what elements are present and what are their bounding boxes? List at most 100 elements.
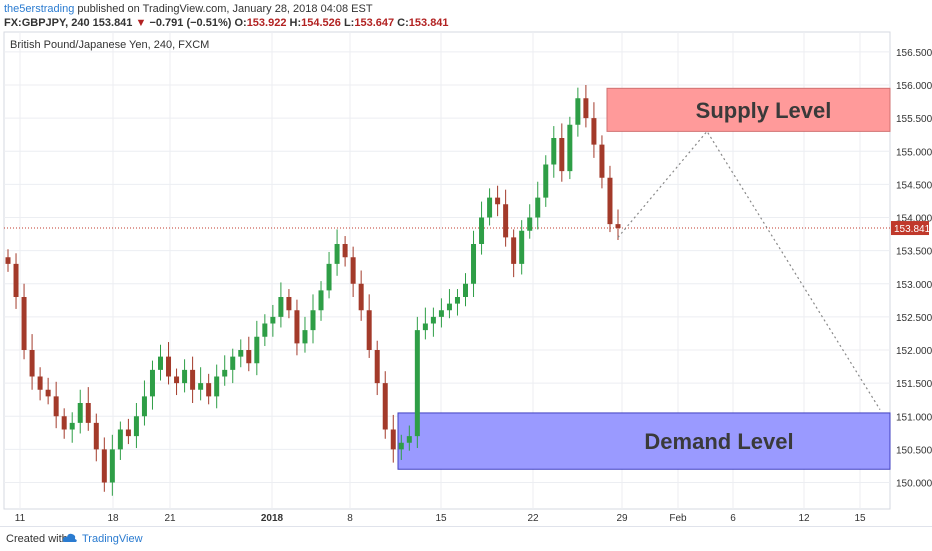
candle-body: [5, 257, 11, 264]
candle-body: [198, 383, 204, 390]
candle-body: [551, 138, 557, 165]
projection-path: [617, 130, 881, 410]
candle-body: [398, 442, 404, 450]
candle-body: [519, 230, 525, 264]
x-tick-label: 6: [730, 513, 736, 524]
y-tick-label: 152.500: [896, 313, 932, 324]
change-value: −0.791 (−0.51%): [149, 17, 232, 29]
low-label: L:: [343, 17, 355, 29]
candle-body: [37, 376, 43, 390]
candle-body: [591, 118, 597, 145]
author-link[interactable]: the5erstrading: [4, 3, 75, 15]
candle-body: [543, 164, 549, 198]
candle-body: [117, 429, 123, 450]
down-arrow-icon: ▼: [135, 17, 147, 29]
candle-body: [446, 303, 452, 311]
symbol-label: FX:GBPJPY, 240: [4, 17, 90, 29]
demand-zone-label: Demand Level: [644, 429, 793, 454]
x-tick-label: 2018: [261, 513, 284, 524]
candle-body: [174, 376, 180, 384]
candle-body: [374, 350, 380, 384]
y-tick-label: 155.500: [896, 114, 932, 125]
candle-body: [358, 283, 364, 311]
candle-body: [125, 429, 131, 437]
high-label: H:: [289, 17, 302, 29]
candle-body: [230, 356, 236, 370]
candle-body: [583, 98, 589, 119]
candle-body: [310, 310, 316, 331]
candle-body: [559, 138, 565, 172]
x-tick-label: 15: [854, 513, 866, 524]
candle-body: [77, 403, 83, 423]
y-tick-label: 156.500: [896, 48, 932, 59]
candle-body: [463, 283, 468, 297]
x-tick-label: 11: [15, 513, 26, 524]
candle-body: [149, 369, 155, 397]
candle-body: [286, 297, 292, 311]
x-tick-label: 29: [616, 513, 628, 524]
candle-body: [503, 204, 509, 238]
y-tick-label: 151.000: [896, 412, 932, 423]
candle-body: [479, 217, 485, 244]
high-value: 154.526: [301, 17, 341, 29]
candle-body: [350, 257, 356, 284]
candle-body: [13, 263, 19, 297]
created-with-label: Created with: [6, 533, 68, 545]
candle-body: [53, 396, 59, 417]
candle-body: [214, 376, 220, 397]
y-tick-label: 154.000: [896, 214, 932, 225]
close-value: 153.841: [408, 17, 449, 29]
candle-body: [487, 197, 493, 218]
supply-zone-label: Supply Level: [696, 98, 832, 123]
candle-body: [246, 350, 252, 364]
candle-body: [599, 144, 605, 178]
candle-body: [326, 263, 332, 291]
candle-body: [422, 323, 428, 331]
last-price: 153.841: [92, 17, 133, 29]
candle-body: [454, 297, 460, 304]
publisher-line: the5erstrading published on TradingView.…: [4, 3, 373, 15]
candle-body: [166, 356, 172, 377]
low-value: 153.647: [354, 17, 395, 29]
candle-body: [294, 310, 300, 344]
x-axis: 11 18 21 2018 8 15 22 29 Feb 6 12 15: [15, 513, 866, 524]
candle-body: [101, 449, 107, 483]
candle-body: [190, 369, 196, 390]
candle-body: [318, 290, 324, 311]
supply-zone: [606, 87, 891, 132]
candle-body: [495, 197, 501, 205]
x-tick-label: Feb: [669, 513, 687, 524]
tradingview-cloud-icon: [62, 533, 77, 542]
candle-body: [238, 350, 244, 357]
candle-body: [262, 323, 268, 337]
candle-body: [133, 416, 139, 437]
x-tick-label: 12: [798, 513, 810, 524]
y-tick-label: 150.000: [896, 479, 932, 490]
candle-body: [254, 336, 260, 364]
symbol-line: FX:GBPJPY, 240 153.841 ▼ −0.791 (−0.51%)…: [4, 17, 449, 29]
candle-body: [342, 244, 348, 258]
candles: [5, 85, 621, 496]
published-text: published on TradingView.com, January 28…: [77, 3, 373, 15]
demand-zone: [397, 412, 891, 470]
candle-body: [61, 416, 67, 430]
candle-body: [334, 244, 340, 264]
candle-body: [527, 217, 533, 231]
y-tick-label: 155.000: [896, 147, 932, 158]
y-tick-label: 151.500: [896, 379, 932, 390]
candle-body: [615, 224, 621, 229]
candle-body: [109, 449, 115, 483]
current-price-box: [891, 221, 929, 236]
tradingview-brand[interactable]: TradingView: [82, 533, 143, 545]
y-tick-label: 153.000: [896, 280, 932, 291]
candle-body: [430, 316, 436, 324]
candle-body: [535, 197, 541, 218]
candle-body: [69, 422, 75, 430]
zones: Supply Level Demand Level: [397, 87, 891, 470]
candle-body: [182, 369, 188, 384]
candle-body: [222, 369, 228, 377]
candle-body: [406, 436, 412, 443]
open-value: 153.922: [246, 17, 287, 29]
candle-body: [85, 403, 91, 423]
